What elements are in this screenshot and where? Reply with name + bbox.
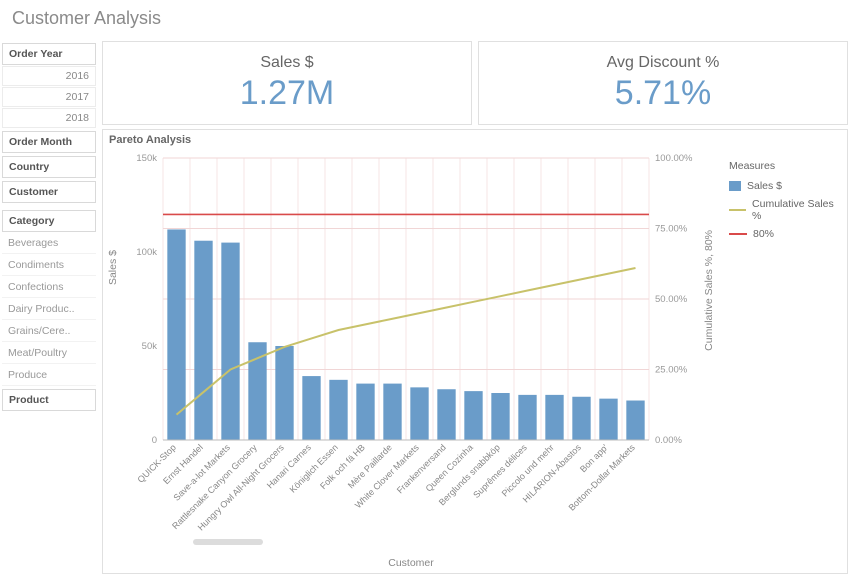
svg-text:Königlich Essen: Königlich Essen bbox=[288, 442, 340, 494]
kpi-sales-label: Sales $ bbox=[260, 54, 313, 72]
legend-item-threshold: 80% bbox=[729, 228, 841, 240]
y-axis-right-label: Cumulative Sales %, 80% bbox=[703, 230, 715, 351]
legend-title: Measures bbox=[729, 160, 841, 172]
category-item[interactable]: Dairy Produc.. bbox=[2, 299, 96, 320]
svg-text:25.00%: 25.00% bbox=[655, 365, 688, 376]
filter-order-year[interactable]: Order Year bbox=[2, 43, 96, 65]
filter-product[interactable]: Product bbox=[2, 389, 96, 411]
kpi-discount-label: Avg Discount % bbox=[607, 54, 720, 72]
kpi-discount: Avg Discount % 5.71% bbox=[478, 41, 848, 125]
main-layout: Order Year 2016 2017 2018 Order Month Co… bbox=[0, 39, 856, 576]
filter-country[interactable]: Country bbox=[2, 156, 96, 178]
chart-svg: 0.00% 25.00% 50.00% 75.00% 100.00% 0 50k 100k 15… bbox=[103, 130, 703, 550]
legend-label-threshold: 80% bbox=[753, 228, 774, 240]
svg-text:100.00%: 100.00% bbox=[655, 153, 693, 164]
page-title: Customer Analysis bbox=[0, 0, 856, 39]
chart-area: Sales $ Cumulative Sales %, 80% Customer… bbox=[103, 130, 719, 573]
category-item[interactable]: Beverages bbox=[2, 233, 96, 254]
category-item[interactable]: Produce bbox=[2, 365, 96, 386]
pareto-chart: Pareto Analysis Sales $ Cumulative Sales… bbox=[102, 129, 848, 574]
legend-label-line: Cumulative Sales % bbox=[752, 198, 841, 222]
kpi-row: Sales $ 1.27M Avg Discount % 5.71% bbox=[102, 41, 848, 125]
svg-text:150k: 150k bbox=[136, 153, 157, 164]
filter-customer[interactable]: Customer bbox=[2, 181, 96, 203]
sidebar: Order Year 2016 2017 2018 Order Month Co… bbox=[0, 39, 98, 576]
svg-text:100k: 100k bbox=[136, 247, 157, 258]
kpi-sales: Sales $ 1.27M bbox=[102, 41, 472, 125]
svg-text:75.00%: 75.00% bbox=[655, 224, 688, 235]
kpi-discount-value: 5.71% bbox=[615, 74, 711, 113]
legend-item-line: Cumulative Sales % bbox=[729, 198, 841, 222]
category-item[interactable]: Grains/Cere.. bbox=[2, 321, 96, 342]
legend-swatch-line bbox=[729, 209, 746, 211]
svg-text:50.00%: 50.00% bbox=[655, 294, 688, 305]
filter-year-item[interactable]: 2017 bbox=[2, 87, 96, 107]
legend-label-bar: Sales $ bbox=[747, 180, 782, 192]
x-axis-label: Customer bbox=[388, 557, 434, 569]
legend: Measures Sales $ Cumulative Sales % 80% bbox=[719, 130, 847, 573]
kpi-sales-value: 1.27M bbox=[240, 74, 335, 113]
svg-text:0.00%: 0.00% bbox=[655, 435, 682, 446]
y-axis-left-label: Sales $ bbox=[107, 250, 119, 285]
svg-text:Queen Cozinha: Queen Cozinha bbox=[424, 442, 475, 493]
filter-year-item[interactable]: 2016 bbox=[2, 66, 96, 86]
legend-item-bar: Sales $ bbox=[729, 180, 841, 192]
svg-text:0: 0 bbox=[152, 435, 157, 446]
filter-order-month[interactable]: Order Month bbox=[2, 131, 96, 153]
category-item[interactable]: Confections bbox=[2, 277, 96, 298]
svg-text:50k: 50k bbox=[142, 341, 158, 352]
main-panel: Sales $ 1.27M Avg Discount % 5.71% Paret… bbox=[98, 39, 856, 576]
category-item[interactable]: Meat/Poultry bbox=[2, 343, 96, 364]
chart-scrollbar[interactable] bbox=[193, 539, 263, 545]
filter-category[interactable]: Category bbox=[2, 210, 96, 232]
filter-year-item[interactable]: 2018 bbox=[2, 108, 96, 128]
legend-swatch-threshold bbox=[729, 233, 747, 235]
category-item[interactable]: Condiments bbox=[2, 255, 96, 276]
legend-swatch-bar bbox=[729, 181, 741, 191]
